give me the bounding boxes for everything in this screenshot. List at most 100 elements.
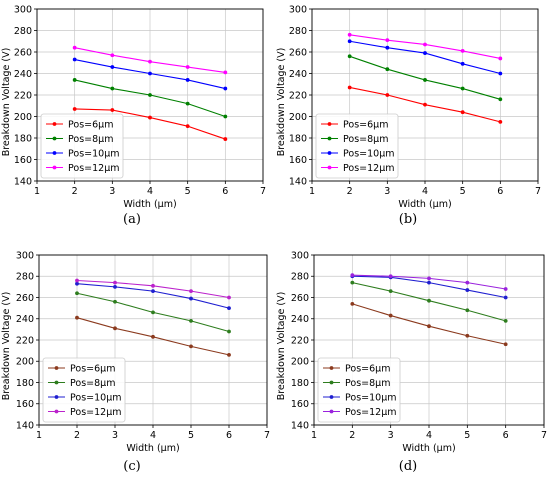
- data-point: [385, 67, 390, 72]
- y-tick-label: 260: [291, 293, 309, 304]
- x-tick-label: 4: [150, 430, 156, 441]
- y-tick-label: 180: [16, 378, 34, 389]
- data-point: [388, 313, 393, 318]
- data-point: [503, 287, 508, 291]
- y-axis-label: Breakdown Voltage (V): [1, 48, 12, 157]
- data-point: [385, 45, 390, 50]
- y-tick-label: 280: [291, 272, 309, 283]
- legend-box: [317, 357, 401, 423]
- legend-marker: [52, 136, 57, 141]
- legend-marker: [52, 151, 57, 155]
- chart-panel-a: 1 2 3 4 5 6 7 140 160 180 200 220 240 260 280 300 Width …: [0, 0, 275, 210]
- legend-marker: [329, 409, 334, 414]
- legend-box: [315, 113, 399, 179]
- data-point: [72, 45, 77, 50]
- data-point: [75, 291, 79, 296]
- data-point: [427, 324, 431, 329]
- y-tick-label: 240: [14, 69, 32, 80]
- data-point: [223, 114, 228, 119]
- y-tick-label: 200: [289, 112, 307, 123]
- x-tick-label: 5: [185, 186, 191, 197]
- legend-marker: [329, 395, 334, 399]
- y-axis-label: Breakdown Voltage (V): [276, 292, 287, 401]
- y-tick-label: 260: [16, 293, 34, 304]
- data-point: [189, 318, 193, 323]
- data-point: [185, 101, 190, 106]
- data-point: [185, 78, 190, 82]
- data-point: [189, 296, 193, 301]
- y-tick-label: 200: [291, 357, 309, 368]
- y-tick-label: 200: [14, 112, 32, 123]
- x-tick-label: 7: [260, 186, 266, 197]
- data-point: [72, 78, 77, 82]
- data-point: [350, 301, 355, 306]
- y-tick-label: 300: [16, 250, 34, 261]
- data-point: [427, 298, 431, 303]
- data-point: [227, 295, 231, 300]
- data-point: [75, 315, 79, 320]
- chart-panel-d: 1 2 3 4 5 6 7 140 160 180 200 220 240 260 280 300 Width …: [275, 246, 550, 454]
- data-point: [388, 274, 393, 279]
- data-point: [113, 280, 117, 285]
- y-tick-label: 280: [289, 26, 307, 37]
- x-tick-label: 2: [349, 430, 355, 441]
- x-tick-label: 2: [347, 186, 353, 197]
- legend-marker: [54, 395, 59, 399]
- data-point: [148, 71, 152, 76]
- y-tick-label: 160: [289, 155, 307, 166]
- caption-d: (d): [398, 459, 418, 474]
- data-point: [347, 85, 352, 90]
- data-point: [189, 289, 193, 294]
- data-point: [223, 137, 228, 141]
- chart-panel-b: 1 2 3 4 5 6 7 140 160 180 200 220 240 260 280 300 Width …: [275, 0, 550, 210]
- legend-label: Pos=6μm: [345, 363, 390, 374]
- data-point: [189, 344, 193, 349]
- legend-label: Pos=10μm: [68, 148, 120, 159]
- x-axis-label: Width (μm): [126, 443, 179, 454]
- x-tick-label: 5: [188, 430, 194, 441]
- data-point: [503, 318, 508, 323]
- y-tick-label: 160: [14, 155, 32, 166]
- x-axis-label: Width (μm): [402, 443, 455, 454]
- legend-marker: [327, 122, 332, 126]
- data-point: [503, 342, 508, 347]
- data-point: [465, 288, 470, 292]
- data-point: [227, 329, 231, 334]
- y-axis-label: Breakdown Voltage (V): [276, 48, 287, 157]
- x-tick-label: 4: [147, 186, 153, 197]
- x-tick-label: 3: [388, 430, 394, 441]
- y-tick-label: 300: [289, 4, 307, 15]
- x-tick-label: 7: [264, 430, 270, 441]
- legend-label: Pos=12μm: [68, 163, 120, 174]
- data-point: [113, 299, 117, 304]
- chart-svg: 1 2 3 4 5 6 7 140 160 180 200 220 240 260 280 300 Width …: [1, 4, 266, 210]
- caption-c: (c): [123, 459, 141, 474]
- legend-label: Pos=8μm: [70, 378, 115, 389]
- data-point: [148, 115, 152, 120]
- y-tick-label: 240: [291, 314, 309, 325]
- legend-label: Pos=12μm: [343, 163, 395, 174]
- x-tick-label: 2: [72, 186, 78, 197]
- legend-label: Pos=12μm: [70, 407, 122, 418]
- data-point: [427, 276, 431, 281]
- legend-marker: [327, 151, 332, 155]
- x-axis-label: Width (μm): [398, 199, 451, 210]
- x-tick-label: 3: [384, 186, 390, 197]
- legend-label: Pos=8μm: [343, 134, 388, 145]
- x-tick-label: 6: [222, 186, 228, 197]
- x-tick-label: 6: [497, 186, 503, 197]
- legend-marker: [329, 366, 334, 370]
- data-point: [151, 289, 155, 294]
- data-point: [465, 333, 470, 338]
- data-point: [423, 78, 427, 82]
- caption-a: (a): [123, 212, 141, 227]
- data-point: [498, 97, 503, 102]
- data-point: [347, 32, 352, 37]
- y-tick-label: 180: [14, 133, 32, 144]
- data-point: [350, 280, 355, 285]
- y-tick-label: 180: [289, 133, 307, 144]
- data-point: [498, 71, 503, 76]
- x-tick-label: 1: [311, 430, 317, 441]
- y-tick-label: 280: [14, 26, 32, 37]
